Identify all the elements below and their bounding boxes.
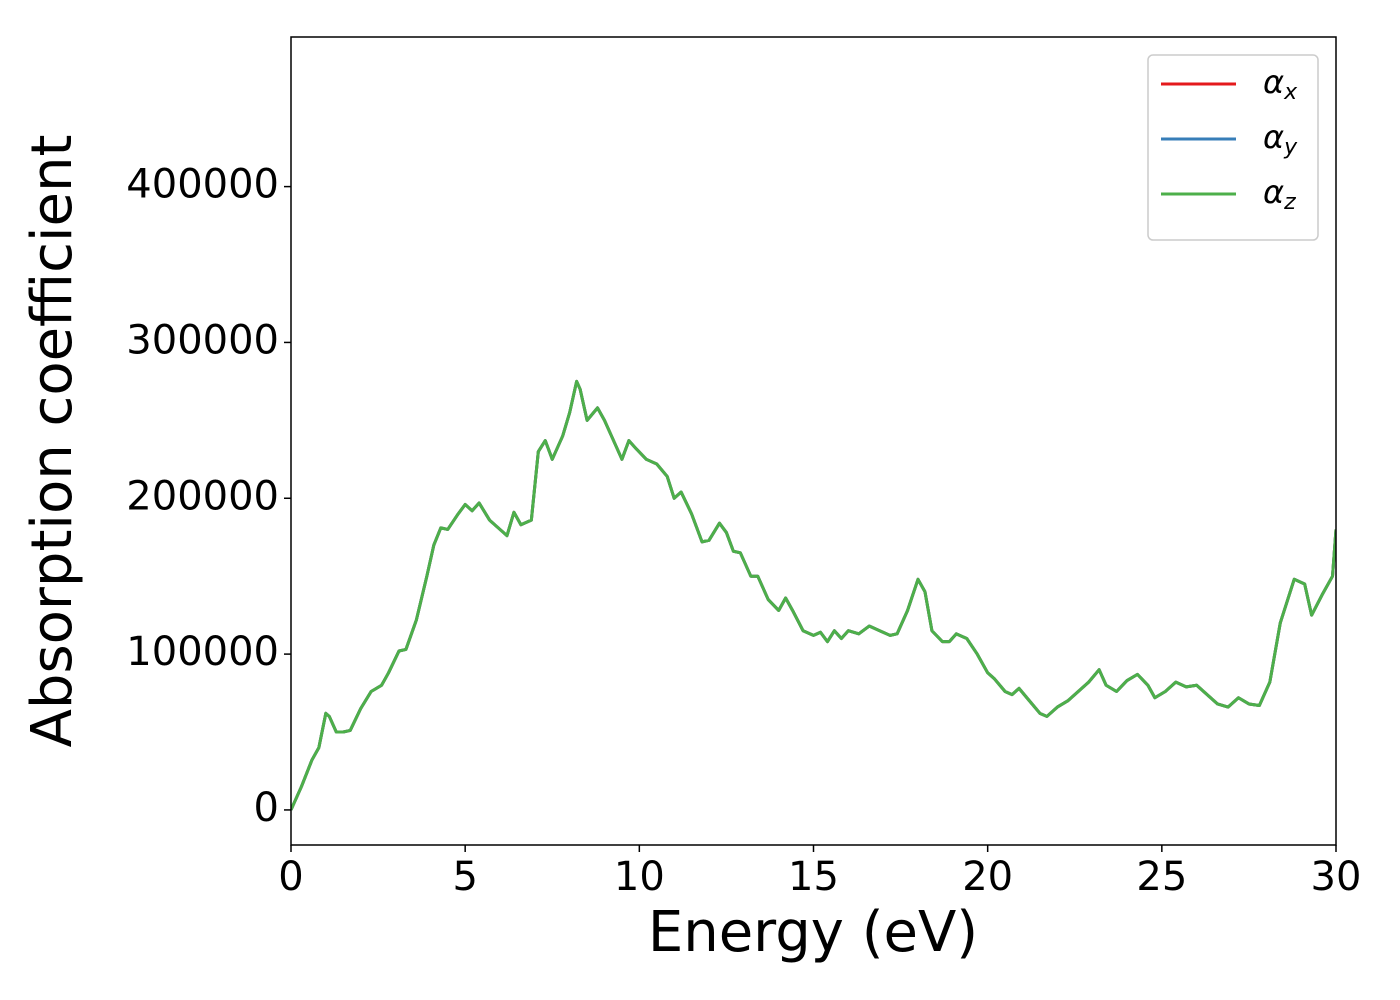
x-tick-label: 30 [1311,854,1362,900]
data-line [291,379,1336,811]
x-tick-label: 15 [788,854,839,900]
plot-frame [290,36,1337,846]
legend-label: αz [1263,173,1296,215]
x-tick-label: 5 [452,854,477,900]
y-tick-label: 300000 [126,317,279,363]
y-tick-label: 400000 [126,162,279,208]
legend-label: αy [1263,118,1298,160]
data-line [291,379,1336,811]
x-tick-label: 0 [278,854,303,900]
y-axis-label: Absorption coefficient [20,135,85,748]
x-axis-label: Energy (eV) [648,900,978,965]
x-tick-label: 10 [614,854,665,900]
y-tick-label: 200000 [126,473,279,519]
y-tick-label: 0 [254,785,279,831]
x-tick-label: 25 [1136,854,1187,900]
legend-label: αx [1263,63,1298,105]
y-tick-label: 100000 [126,629,279,675]
plot [291,379,1336,811]
data-line [291,379,1336,811]
x-tick-label: 20 [962,854,1013,900]
